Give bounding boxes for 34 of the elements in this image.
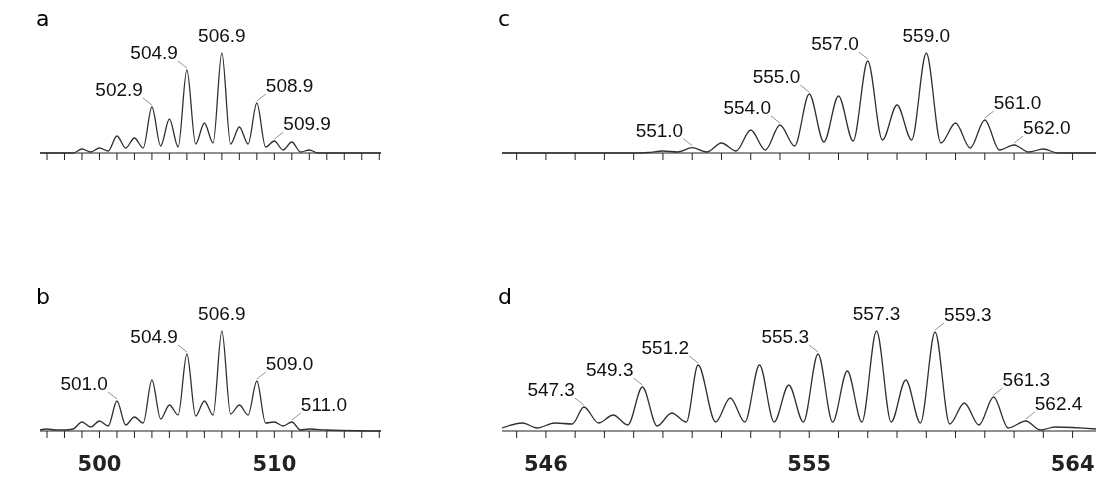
annotation: 504.9 <box>130 42 178 63</box>
annotation: 551.2 <box>641 337 690 358</box>
chart-title: a <box>36 6 50 31</box>
x-tick-label: 564 <box>1050 452 1095 476</box>
annotation: 501.0 <box>60 373 108 394</box>
x-tick-label: 510 <box>252 452 297 476</box>
annotation: 555.0 <box>752 66 801 87</box>
annotation: 504.9 <box>130 326 178 347</box>
annotation: 509.9 <box>283 113 331 134</box>
annotation: 509.0 <box>265 353 314 374</box>
annotation: 559.0 <box>902 25 951 46</box>
annotation: 554.0 <box>723 97 771 118</box>
annotation: 557.3 <box>852 303 901 324</box>
annotation: 549.3 <box>585 359 634 380</box>
x-tick-label: 500 <box>77 452 122 476</box>
chart-title: d <box>498 284 512 309</box>
annotation: 547.3 <box>527 379 575 400</box>
annotation: 551.0 <box>635 119 684 141</box>
annotation: 511.0 <box>300 394 347 415</box>
annotation: 562.0 <box>1023 117 1071 138</box>
annotation: 559.3 <box>944 304 992 325</box>
annotation: 562.4 <box>1034 393 1083 414</box>
annotation: 506.9 <box>198 25 246 46</box>
annotation: 506.9 <box>198 303 246 324</box>
chart-title: b <box>36 284 50 309</box>
annotation: 508.9 <box>265 75 314 96</box>
annotation: 555.3 <box>761 326 810 347</box>
annotation: 557.0 <box>811 33 859 54</box>
x-tick-label: 555 <box>787 452 832 476</box>
annotation: 561.3 <box>1002 369 1051 390</box>
chart-title: c <box>498 6 511 31</box>
annotation: 502.9 <box>95 79 143 100</box>
annotation: 561.0 <box>993 92 1042 113</box>
x-tick-label: 546 <box>523 452 568 476</box>
